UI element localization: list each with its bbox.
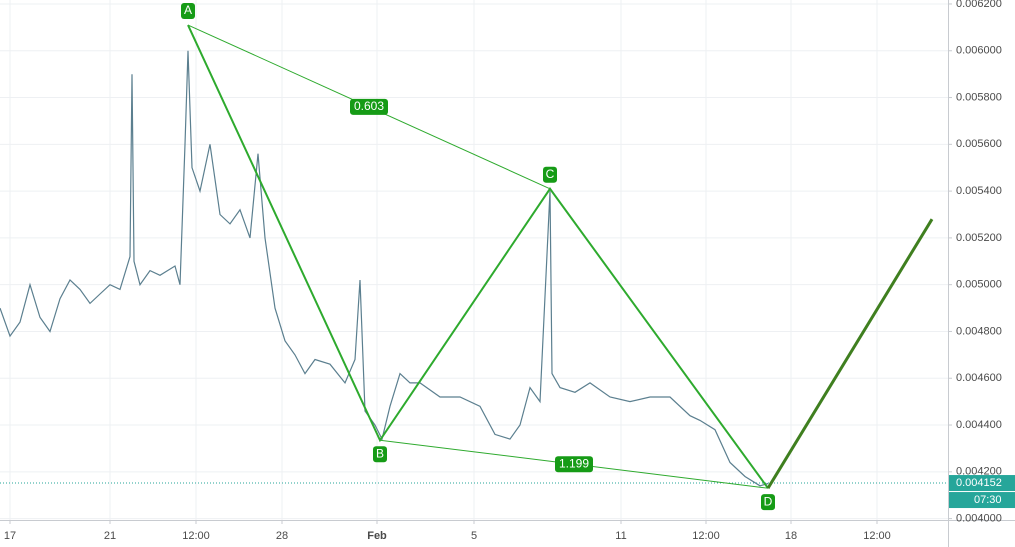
x-tick-label: 28 <box>276 530 288 542</box>
y-tick-label: 0.006000 <box>956 45 1002 57</box>
countdown-tag <box>949 492 1015 509</box>
pattern-zigzag <box>187 24 769 489</box>
x-tick-label: 17 <box>4 530 16 542</box>
last-price-tag <box>949 475 1015 492</box>
y-tick-label: 0.004600 <box>956 372 1002 384</box>
price-line <box>0 50 769 487</box>
point-label: B <box>376 446 384 460</box>
ratio-label: 0.603 <box>354 99 384 113</box>
grid <box>0 0 948 520</box>
projection-line <box>766 218 934 489</box>
point-label: C <box>546 167 555 181</box>
point-badge <box>543 166 557 183</box>
point-badge <box>373 446 387 463</box>
y-tick-label: 0.004800 <box>956 325 1002 337</box>
ratio-badge <box>350 98 388 115</box>
countdown-label: 07:30 <box>974 494 1002 506</box>
y-tick-label: 0.005000 <box>956 279 1002 291</box>
x-tick-label: 11 <box>615 530 626 542</box>
ratio-badge <box>555 456 593 473</box>
point-label: A <box>184 3 192 17</box>
y-tick-label: 0.004000 <box>956 513 1002 525</box>
last-price-label: 0.004152 <box>956 477 1002 489</box>
y-tick-label: 0.005600 <box>956 138 1002 150</box>
ratio-label: 1.199 <box>559 456 589 470</box>
x-tick-label: 5 <box>471 530 477 542</box>
x-tick-label: 12:00 <box>863 530 891 542</box>
y-tick-label: 0.006200 <box>956 0 1002 10</box>
y-tick-label: 0.004400 <box>956 419 1002 431</box>
x-tick-label: 12:00 <box>692 530 720 542</box>
x-tick-label: 21 <box>104 530 116 542</box>
y-tick-label: 0.004200 <box>956 466 1002 478</box>
x-tick-label: 18 <box>785 530 797 542</box>
y-tick-label: 0.005400 <box>956 185 1002 197</box>
x-tick-label: 12:00 <box>182 530 210 542</box>
y-tick-label: 0.005200 <box>956 232 1002 244</box>
y-tick-label: 0.005800 <box>956 91 1002 103</box>
point-badge <box>761 494 775 511</box>
x-tick-label: Feb <box>367 530 387 542</box>
point-label: D <box>764 494 773 508</box>
point-badge <box>181 3 195 20</box>
